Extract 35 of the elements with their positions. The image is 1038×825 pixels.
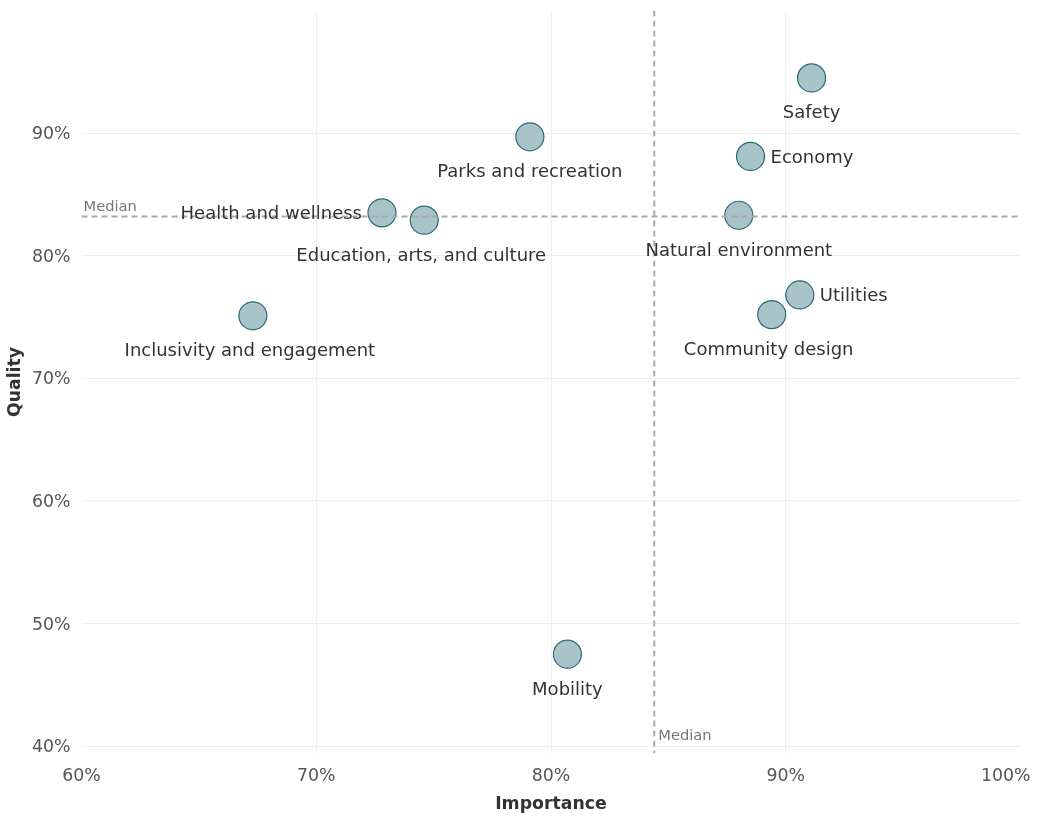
annotation: Health and wellness: [180, 202, 362, 224]
annotation: Safety: [782, 101, 841, 123]
annotation: Education, arts, and culture: [296, 243, 547, 265]
x-axis-title: Importance: [495, 792, 607, 813]
y-tick-label: 90%: [31, 123, 71, 144]
y-tick-label: 40%: [31, 736, 71, 757]
point: [724, 200, 754, 230]
annotation: Mobility: [532, 677, 604, 699]
y-tick-label: 80%: [31, 245, 71, 266]
annotation: Utilities: [819, 284, 888, 306]
point: [735, 141, 766, 171]
y-tick-label: 50%: [31, 613, 71, 634]
point: [757, 299, 787, 330]
annotation: Parks and recreation: [437, 160, 623, 182]
annotation: Community design: [683, 338, 854, 360]
x-tick-label: 60%: [62, 764, 101, 785]
point: [515, 122, 545, 152]
annotation: Natural environment: [645, 238, 833, 260]
y-tick-label: 70%: [31, 368, 71, 389]
annotation: Economy: [770, 145, 854, 167]
ref-line-label: Median: [83, 197, 137, 215]
x-tick-label: 70%: [296, 764, 336, 785]
point: [796, 63, 827, 93]
point: [367, 198, 397, 228]
x-tick-label: 80%: [531, 764, 571, 785]
x-tick-label: 100%: [980, 764, 1031, 785]
y-tick-label: 60%: [31, 490, 71, 511]
annotation: Inclusivity and engagement: [124, 339, 376, 361]
point: [552, 639, 583, 669]
point: [409, 205, 439, 235]
point: [238, 301, 268, 331]
ref-line-label: Median: [658, 726, 712, 744]
point: [785, 280, 815, 310]
x-tick-label: 90%: [766, 764, 806, 785]
y-axis-title: Quality: [3, 346, 24, 418]
